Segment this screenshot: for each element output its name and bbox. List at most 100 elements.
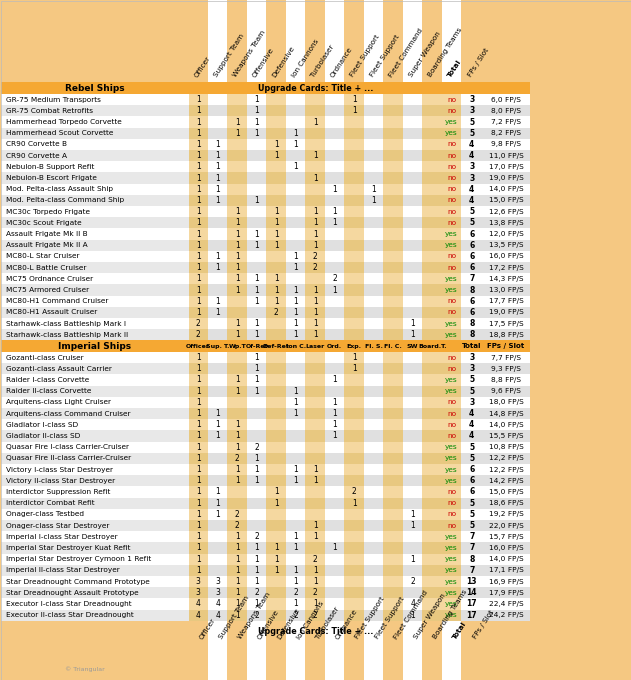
Bar [1, 419, 189, 430]
Text: 1: 1 [293, 398, 298, 407]
Bar [364, 509, 384, 520]
Text: 1: 1 [196, 118, 201, 126]
Bar [345, 419, 364, 430]
Bar [442, 329, 461, 341]
Bar [325, 217, 345, 228]
Text: 1: 1 [196, 454, 201, 463]
Bar [364, 228, 384, 239]
Bar [364, 329, 384, 341]
Text: no: no [447, 366, 456, 372]
Bar [423, 621, 442, 679]
Bar [345, 318, 364, 329]
Bar [286, 531, 305, 543]
Bar [266, 374, 286, 386]
Bar [266, 262, 286, 273]
Bar [208, 554, 228, 564]
Text: no: no [447, 399, 456, 405]
Text: no: no [447, 254, 456, 259]
Bar [461, 486, 483, 498]
Text: no: no [447, 265, 456, 271]
Bar [286, 217, 305, 228]
Bar [423, 598, 442, 609]
Text: 1: 1 [410, 555, 415, 564]
Text: Laser: Laser [305, 343, 325, 349]
Bar [247, 341, 266, 352]
Bar [461, 173, 483, 184]
Text: 1: 1 [196, 566, 201, 575]
Bar [325, 307, 345, 318]
Bar [325, 408, 345, 419]
Text: 15,0 FP/S: 15,0 FP/S [488, 197, 523, 203]
Text: 1: 1 [215, 196, 220, 205]
Bar [483, 453, 529, 464]
Bar [403, 206, 423, 217]
Bar [247, 587, 266, 598]
Text: 19,2 FP/S: 19,2 FP/S [488, 511, 523, 517]
Bar [266, 184, 286, 194]
Bar [483, 273, 529, 284]
Text: 13: 13 [466, 577, 477, 586]
Bar [461, 520, 483, 531]
Bar [461, 1, 483, 82]
Bar [208, 150, 228, 161]
Text: no: no [447, 411, 456, 417]
Bar [228, 531, 247, 543]
Bar [423, 464, 442, 475]
Bar [1, 206, 189, 217]
Bar [208, 396, 228, 408]
Text: 1: 1 [215, 498, 220, 507]
Bar [247, 184, 266, 194]
Bar [189, 116, 208, 128]
Text: Fleet Support: Fleet Support [349, 34, 381, 78]
Bar [305, 284, 325, 296]
Text: 1: 1 [293, 296, 298, 306]
Bar [345, 273, 364, 284]
Text: 4: 4 [469, 140, 475, 149]
Text: 2: 2 [293, 588, 298, 597]
Bar [345, 173, 364, 184]
Bar [1, 598, 189, 609]
Text: 2: 2 [410, 577, 415, 586]
Bar [305, 318, 325, 329]
Text: yes: yes [445, 590, 458, 596]
Text: 5: 5 [469, 454, 475, 463]
Bar [384, 161, 403, 173]
Text: 12,2 FP/S: 12,2 FP/S [488, 456, 523, 461]
Text: 1: 1 [274, 140, 279, 149]
Bar [384, 498, 403, 509]
Bar [403, 94, 423, 105]
Text: 17,0 FP/S: 17,0 FP/S [488, 164, 523, 170]
Bar [442, 273, 461, 284]
Bar [364, 206, 384, 217]
Text: yes: yes [445, 466, 458, 473]
Text: 1: 1 [254, 319, 259, 328]
Text: yes: yes [445, 377, 458, 383]
Text: 4: 4 [410, 599, 415, 609]
Bar [189, 554, 208, 564]
Bar [345, 329, 364, 341]
Bar [364, 161, 384, 173]
Text: 2: 2 [254, 443, 259, 452]
Bar [286, 194, 305, 206]
Text: no: no [447, 108, 456, 114]
Bar [247, 296, 266, 307]
Bar [1, 329, 189, 341]
Bar [345, 184, 364, 194]
Bar [364, 621, 384, 679]
Bar [325, 116, 345, 128]
Bar [384, 475, 403, 486]
Text: 5: 5 [469, 387, 475, 396]
Text: 1: 1 [196, 308, 201, 317]
Text: Turbolaser: Turbolaser [316, 606, 341, 641]
Text: 1: 1 [274, 274, 279, 284]
Text: 3: 3 [469, 173, 475, 182]
Text: 1: 1 [293, 252, 298, 261]
Text: yes: yes [445, 119, 458, 125]
Bar [286, 554, 305, 564]
Text: 1: 1 [254, 364, 259, 373]
Bar [208, 430, 228, 441]
Bar [208, 543, 228, 554]
Text: yes: yes [445, 388, 458, 394]
Bar [384, 374, 403, 386]
Bar [208, 184, 228, 194]
